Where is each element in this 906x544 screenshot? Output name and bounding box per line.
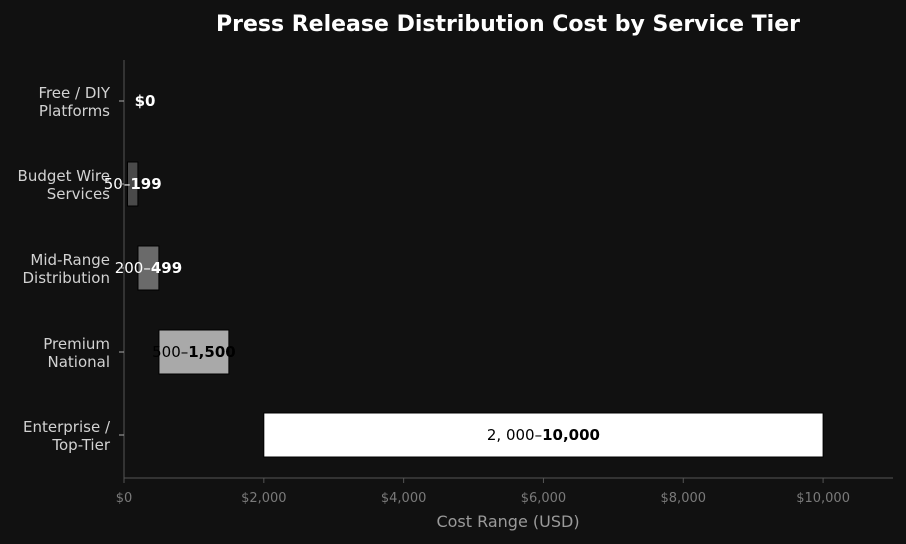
range-bar [126,161,139,207]
bar-value-label: $0 [135,92,156,110]
range-bar [263,412,824,458]
bar-labels-group: $0 50–199 200–499 500–1,500 2, 000–10,000 [104,92,600,444]
y-category-label: Free / DIY Platforms [38,84,110,120]
x-axis-label: Cost Range (USD) [436,512,579,531]
x-tick-label: $4,000 [381,491,427,506]
range-bar [158,329,230,375]
bar-value-label: 200–499 [115,259,182,277]
y-category-label: Premium National [43,335,110,371]
bar-value-label: 2, 000–10,000 [487,426,600,444]
x-tick-label: $6,000 [521,491,567,506]
x-tick-label: $2,000 [241,491,287,506]
chart-title: Press Release Distribution Cost by Servi… [216,12,800,37]
x-axis: $0 $2,000 $4,000 $6,000 $8,000 $10,000 [116,477,893,506]
y-category-label: Budget Wire Services [18,167,111,203]
bar-value-label: 500–1,500 [152,343,236,361]
x-tick-label: $0 [116,491,133,506]
y-category-label: Mid-Range Distribution [22,251,110,287]
range-bar [137,245,160,291]
x-tick-label: $10,000 [796,491,850,506]
bars-group [126,161,824,458]
y-axis: Free / DIY Platforms Budget Wire Services Mi… [18,60,125,478]
x-tick-label: $8,000 [661,491,707,506]
bar-value-label: 50–199 [104,175,162,193]
y-category-label: Enterprise / Top-Tier [23,418,111,454]
